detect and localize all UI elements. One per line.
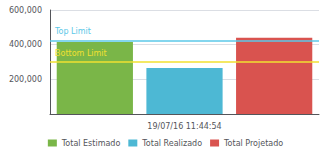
svg-text:400,000: 400,000	[9, 40, 42, 49]
svg-text:Top Limit: Top Limit	[54, 27, 91, 36]
svg-text:19/07/16 11:44:54: 19/07/16 11:44:54	[147, 122, 221, 131]
svg-text:600,000: 600,000	[9, 6, 42, 15]
svg-text:Total Estimado: Total Estimado	[61, 139, 121, 148]
svg-text:Bottom Limit: Bottom Limit	[55, 49, 107, 58]
svg-text:200,000: 200,000	[9, 75, 42, 84]
svg-text:Total Projetado: Total Projetado	[223, 139, 283, 148]
svg-text:Total Realizado: Total Realizado	[141, 139, 202, 148]
